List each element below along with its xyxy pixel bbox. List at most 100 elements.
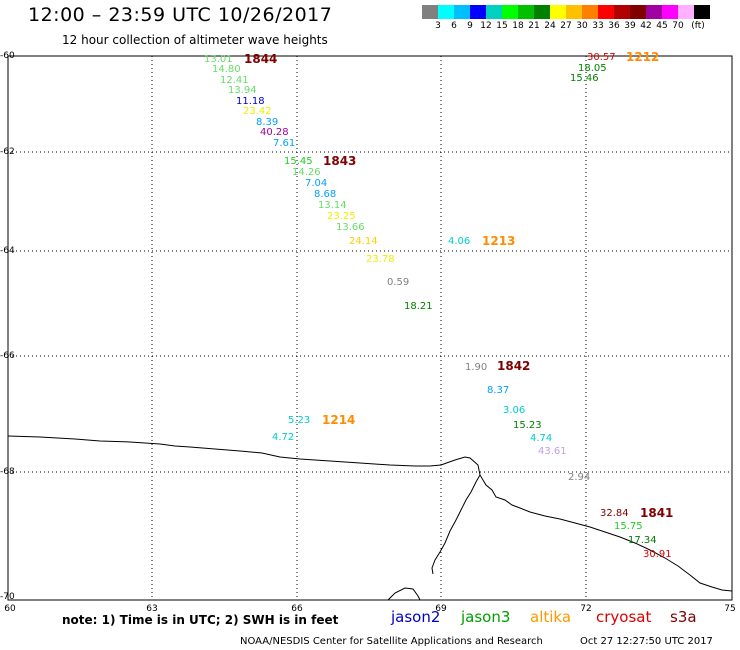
lat-label: -64: [0, 246, 15, 256]
wave-height-label: 5.23: [288, 415, 311, 426]
wave-height-label: 24.14: [349, 236, 378, 247]
wave-height-label: 4.74: [530, 433, 553, 444]
color-swatch: [678, 5, 694, 19]
wave-height-label: 7.61: [273, 138, 296, 149]
scale-label: 45: [656, 21, 668, 31]
wave-height-label: 15.46: [570, 73, 599, 84]
pass-id-label: 1213: [482, 234, 516, 248]
color-swatch: [518, 5, 534, 19]
lat-label: -62: [0, 147, 15, 157]
pass-id-label: 1844: [244, 52, 278, 66]
scale-label: 27: [560, 21, 572, 31]
color-swatch: [662, 5, 678, 19]
wave-height-label: 13.14: [318, 200, 347, 211]
scale-label: 24: [544, 21, 556, 31]
coastline-south: [387, 587, 421, 601]
lat-label: -70: [0, 592, 15, 602]
scale-label: 42: [640, 21, 652, 31]
scale-label: 15: [496, 21, 508, 31]
wave-height-label: 4.06: [448, 236, 471, 247]
color-swatch: [646, 5, 662, 19]
scale-label: 3: [435, 21, 441, 31]
scale-label: 21: [528, 21, 540, 31]
wave-height-label: 13.01: [204, 54, 233, 65]
color-swatch: [454, 5, 470, 19]
wave-height-label: 40.28: [260, 127, 289, 138]
coastline: [7, 435, 733, 592]
lon-label: 69: [435, 604, 447, 614]
color-swatch: [582, 5, 598, 19]
scale-label: 18: [512, 21, 524, 31]
page-subtitle: 12 hour collection of altimeter wave hei…: [62, 33, 328, 47]
lat-label: -68: [0, 467, 15, 477]
wave-height-label: 8.39: [256, 117, 279, 128]
map-frame: [7, 55, 733, 601]
credit-line: NOAA/NESDIS Center for Satellite Applica…: [240, 636, 543, 647]
wave-height-label: 15.75: [614, 521, 643, 532]
legend-altika: altika: [530, 608, 572, 626]
wave-height-label: 30.91: [643, 549, 672, 560]
coastline-inlet: [431, 474, 481, 575]
lon-label: 72: [580, 604, 592, 614]
pass-id-label: 1212: [626, 50, 660, 64]
wave-height-label: 8.37: [487, 385, 510, 396]
color-swatch: [438, 5, 454, 19]
wave-height-label: 23.42: [243, 106, 272, 117]
scale-label: 12: [480, 21, 492, 31]
scale-label: 70: [672, 21, 684, 31]
wave-height-label: 17.34: [628, 535, 657, 546]
wave-height-label: 13.94: [228, 85, 257, 96]
wave-height-label: 2.94: [568, 472, 591, 483]
color-swatch: [630, 5, 646, 19]
page-title: 12:00 – 23:59 UTC 10/26/2017: [28, 4, 333, 26]
wave-height-label: 1.90: [465, 362, 488, 373]
lat-label: -60: [0, 51, 15, 61]
color-swatch: [614, 5, 630, 19]
wave-height-label: 11.18: [236, 96, 265, 107]
wave-height-label: 15.45: [284, 156, 313, 167]
pass-id-label: 1842: [497, 359, 531, 373]
legend-jason2: jason2: [391, 608, 441, 626]
scale-label: 9: [467, 21, 473, 31]
wave-height-label: 0.59: [387, 277, 410, 288]
legend-jason3: jason3: [461, 608, 511, 626]
wave-height-label: 23.78: [366, 254, 395, 265]
color-swatch: [422, 5, 438, 19]
wave-height-label: 13.66: [336, 222, 365, 233]
scale-label: 39: [624, 21, 636, 31]
wave-height-label: 12.41: [220, 75, 249, 86]
wave-height-label: 32.84: [600, 508, 629, 519]
pass-id-label: 1214: [322, 413, 356, 427]
scale-label: 30: [576, 21, 588, 31]
wave-height-label: 43.61: [538, 446, 567, 457]
color-swatch: [550, 5, 566, 19]
wave-height-label: 8.68: [314, 189, 337, 200]
pass-id-label: 1843: [323, 154, 357, 168]
color-swatch: [566, 5, 582, 19]
wave-height-label: 3.06: [503, 405, 526, 416]
color-swatch: [470, 5, 486, 19]
wave-height-label: 18.21: [404, 301, 433, 312]
wave-height-label: 14.80: [212, 64, 241, 75]
generated-timestamp: Oct 27 12:27:50 UTC 2017: [580, 636, 713, 647]
wave-height-label: 7.04: [305, 178, 328, 189]
legend-s3a: s3a: [670, 608, 697, 626]
pass-id-label: 1841: [640, 506, 674, 520]
color-swatch: [502, 5, 518, 19]
lon-label: 60: [4, 604, 16, 614]
units-note: note: 1) Time is in UTC; 2) SWH is in fe…: [62, 613, 339, 627]
wave-height-label: 23.25: [327, 211, 356, 222]
lon-label: 75: [724, 604, 736, 614]
wave-height-label: 14.26: [292, 167, 321, 178]
scale-label: 36: [608, 21, 620, 31]
color-swatch: [486, 5, 502, 19]
legend-cryosat: cryosat: [596, 608, 652, 626]
scale-label: 6: [451, 21, 457, 31]
scale-label: 33: [592, 21, 604, 31]
wave-height-label: 4.72: [272, 432, 295, 443]
scale-unit: (ft): [691, 21, 705, 31]
wave-height-label: 18.05: [578, 63, 607, 74]
color-swatch: [694, 5, 710, 19]
color-scale-bar: [422, 5, 710, 19]
